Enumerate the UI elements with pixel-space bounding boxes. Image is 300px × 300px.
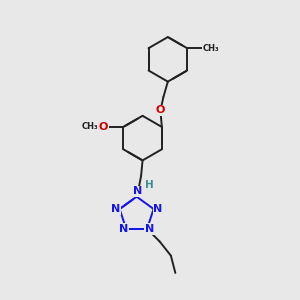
Text: O: O xyxy=(99,122,108,132)
Text: N: N xyxy=(134,186,143,196)
Text: N: N xyxy=(111,204,120,214)
Text: H: H xyxy=(145,180,154,190)
Text: CH₃: CH₃ xyxy=(202,44,219,53)
Text: O: O xyxy=(156,106,165,116)
Text: N: N xyxy=(118,224,128,234)
Text: CH₃: CH₃ xyxy=(82,122,99,131)
Text: N: N xyxy=(153,204,163,214)
Text: N: N xyxy=(145,224,154,234)
